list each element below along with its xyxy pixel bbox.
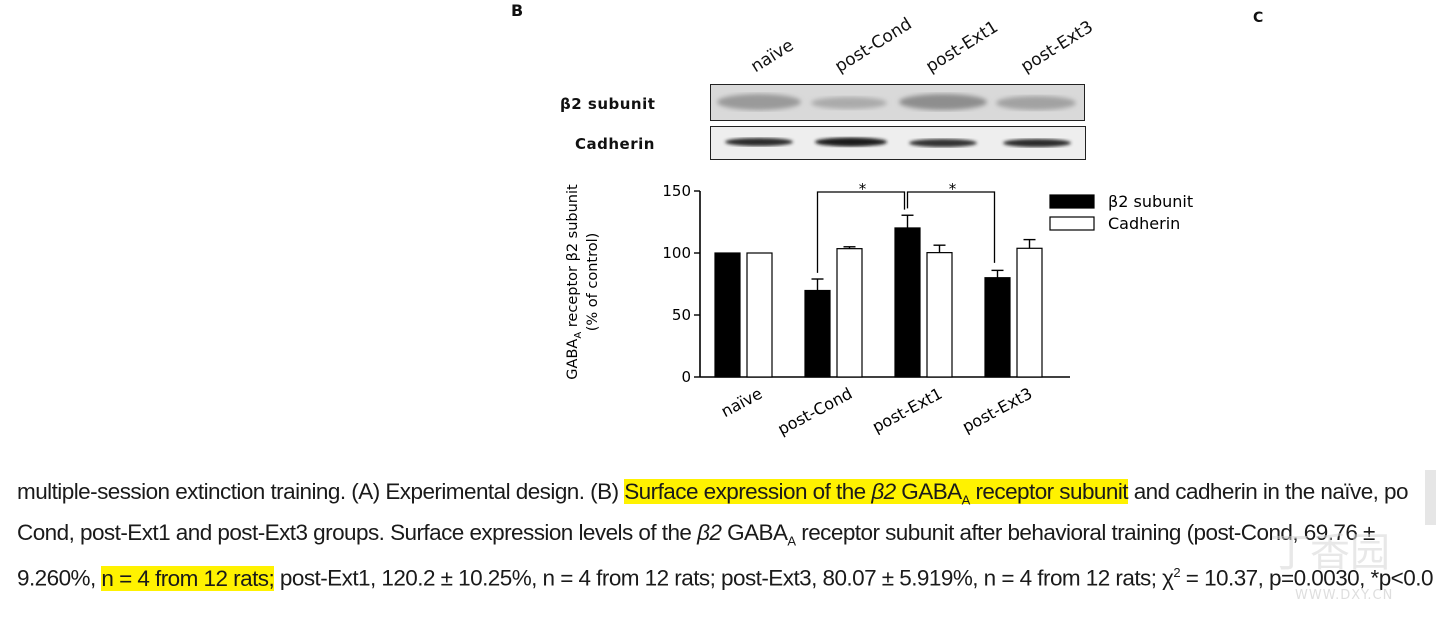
bar-beta2	[984, 277, 1011, 378]
x-tick-label: post-Cond	[774, 384, 855, 439]
bar-beta2	[804, 289, 831, 378]
caption-text: Cond, post-Ext1 and post-Ext3 groups. Su…	[17, 520, 698, 545]
caption-text: post-Ext1, 120.2 ± 10.25%, n = 4 from 12…	[274, 565, 1174, 591]
caption-line-1: multiple-session extinction training. (A…	[17, 479, 1409, 508]
blot-band	[996, 96, 1076, 110]
caption-text: 9.260%,	[17, 565, 102, 591]
bar-beta2	[894, 227, 921, 378]
bar-cadherin	[746, 252, 773, 378]
caption-text: )	[611, 479, 625, 504]
blot-row-label-beta2: β2 subunit	[560, 95, 656, 113]
bar-beta2	[714, 252, 741, 378]
y-axis-label-line2: (% of control)	[585, 233, 601, 332]
caption-text: = 10.37, p=0.0030, *p<0.0	[1180, 565, 1434, 591]
caption-text: Surface expression of the	[624, 479, 872, 504]
caption-subscript: A	[961, 492, 971, 508]
blot-band	[899, 94, 987, 110]
watermark-url: WWW.DXY.CN	[1295, 588, 1394, 603]
blot-lane-label: post-Ext3	[1017, 17, 1097, 77]
bar-cadherin	[926, 252, 953, 378]
caption-highlight: Surface expression of the β2 GABAA recep…	[624, 479, 1129, 508]
legend-label: β2 subunit	[1108, 192, 1193, 211]
caption-highlight: n = 4 from 12 rats;	[101, 565, 275, 591]
caption-text: β2	[697, 520, 722, 545]
blot-band	[811, 97, 887, 109]
significance-bracket	[906, 191, 996, 263]
caption-text: ) Experimental design. (	[372, 479, 598, 504]
bar-chart: 0 50 100 150 naïve post-Cond post-Ext1 post-Ext…	[565, 180, 1193, 439]
blot-band	[909, 139, 977, 147]
significance-bracket	[816, 191, 906, 273]
watermark-logo: 丁香园	[1270, 530, 1390, 576]
caption-line-3: 9.260%, n = 4 from 12 rats; post-Ext1, 1…	[17, 565, 1433, 592]
caption-subscript: A	[787, 533, 796, 549]
bar-cadherin	[1016, 247, 1043, 378]
y-axis-label: GABAA receptor β2 subunit	[565, 184, 584, 380]
significance-star: *	[859, 180, 867, 198]
y-tick-label: 50	[672, 306, 691, 324]
panel-letter-c: C	[1253, 10, 1264, 26]
blot-beta2-image	[710, 84, 1085, 121]
x-tick-label: post-Ext3	[959, 384, 1035, 437]
y-tick-label: 0	[681, 368, 691, 386]
caption-text: GABA	[895, 479, 962, 504]
blot-cadherin-image	[710, 126, 1086, 160]
blot-row-label-cadherin: Cadherin	[575, 135, 655, 153]
blot-lane-label: post-Ext1	[922, 17, 1002, 77]
blot-band	[725, 138, 793, 146]
blot-band	[717, 94, 801, 110]
caption-text: GABA	[721, 520, 788, 545]
y-tick-label: 100	[662, 244, 691, 262]
page-edge-strip	[1425, 470, 1436, 525]
y-tick-label: 150	[662, 182, 691, 200]
panel-letter-b: B	[511, 1, 524, 20]
caption-text: multiple-session extinction training. (	[17, 479, 359, 504]
x-tick-label: naïve	[718, 384, 766, 421]
caption-text: A	[358, 479, 373, 504]
caption-text: receptor subunit	[969, 479, 1129, 504]
caption-text: receptor subunit after behavioral traini…	[795, 520, 1375, 545]
blot-band	[1003, 139, 1071, 147]
legend-swatch	[1049, 194, 1095, 209]
caption-superscript: 2	[1173, 565, 1181, 580]
blot-lane-label: naïve	[747, 35, 798, 77]
caption-line-2: Cond, post-Ext1 and post-Ext3 groups. Su…	[17, 520, 1375, 549]
caption-text: β2	[871, 479, 896, 504]
bar-cadherin	[836, 248, 863, 378]
x-tick-label: post-Ext1	[869, 384, 945, 437]
legend-label: Cadherin	[1108, 214, 1180, 233]
caption-text: B	[597, 479, 612, 504]
blot-lane-label: post-Cond	[831, 14, 916, 77]
legend-swatch	[1049, 216, 1095, 231]
caption-text: and cadherin in the naïve, po	[1128, 479, 1409, 504]
blot-band	[815, 137, 887, 147]
significance-star: *	[949, 180, 957, 198]
